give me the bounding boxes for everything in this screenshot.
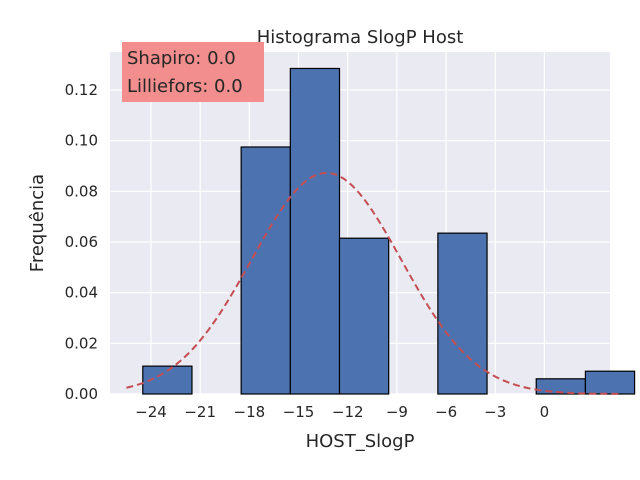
y-tick-label: 0.02	[65, 334, 98, 352]
histogram-bar	[289, 67, 341, 395]
histogram-bar	[584, 370, 636, 395]
normality-test-box: Shapiro: 0.0 Lilliefors: 0.0	[122, 42, 264, 102]
x-tick-label: −6	[435, 403, 457, 421]
y-tick-label: 0.08	[65, 182, 98, 200]
shapiro-result: Shapiro: 0.0	[127, 48, 236, 69]
y-tick-label: 0.12	[65, 81, 98, 99]
x-axis-title: HOST_SlogP	[306, 431, 415, 452]
lilliefors-result: Lilliefors: 0.0	[127, 76, 243, 97]
x-tick-label: −21	[184, 403, 216, 421]
y-axis-title: Frequência	[27, 174, 48, 272]
x-tick-labels: −24 −21 −18 −15 −12 −9 −6 −3 0	[135, 403, 549, 421]
histogram-bars	[142, 67, 636, 395]
chart-title: Histograma SlogP Host	[257, 27, 464, 48]
histogram-bar	[338, 237, 390, 395]
histogram-bar	[437, 232, 488, 395]
x-tick-label: −24	[135, 403, 167, 421]
y-tick-label: 0.10	[65, 132, 98, 150]
y-tick-label: 0.04	[65, 284, 98, 302]
x-tick-label: −18	[234, 403, 266, 421]
histogram-bar	[240, 146, 291, 395]
y-tick-label: 0.00	[65, 385, 98, 403]
x-tick-label: −15	[283, 403, 315, 421]
normal-fit-curve	[126, 171, 619, 395]
x-tick-label: −9	[386, 403, 408, 421]
y-tick-labels: 0.00 0.02 0.04 0.06 0.08 0.10 0.12	[65, 81, 98, 403]
x-tick-label: 0	[540, 403, 550, 421]
y-tick-label: 0.06	[65, 233, 98, 251]
normality-test-background	[122, 42, 264, 102]
x-tick-label: −12	[332, 403, 364, 421]
x-tick-label: −3	[484, 403, 506, 421]
